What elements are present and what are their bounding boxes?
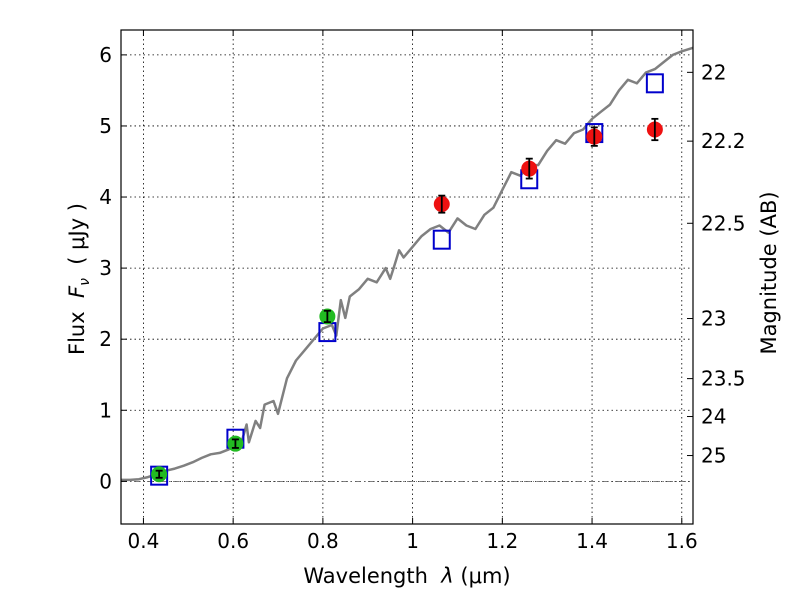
x-axis-title-unit: (μm) (454, 564, 511, 588)
x-axis-title: Wavelength λ (μm) (303, 564, 510, 588)
x-tick-label: 0.6 (217, 529, 249, 553)
y-tick-label: 4 (99, 185, 112, 209)
x-tick-label: 1.2 (486, 529, 518, 553)
plot-frame (120, 29, 694, 525)
x-axis-title-prefix: Wavelength (303, 564, 441, 588)
model-photometry-square (432, 229, 451, 250)
y-axis-title-prefix: Flux (65, 298, 89, 355)
y-axis-title-symbol: F (65, 285, 89, 298)
y-tick-label: 0 (99, 469, 112, 493)
y-tick-label: 3 (99, 256, 112, 280)
magnitude-tick-label: 22.2 (701, 129, 746, 153)
magnitude-axis-title: Magnitude (AB) (757, 191, 781, 354)
x-tick-label: 1 (406, 529, 419, 553)
y-tick-label: 6 (99, 43, 112, 67)
plot-series (121, 46, 693, 486)
x-axis-title-symbol: λ (440, 564, 453, 588)
magnitude-tick-label: 23 (701, 307, 726, 331)
magnitude-tick-label: 24 (701, 405, 726, 429)
y-axis-title: Flux Fν ( μJy ) (65, 203, 93, 355)
y-axis-title-unit: ( μJy ) (65, 203, 89, 278)
x-tick-label: 0.8 (307, 529, 339, 553)
y-tick-label: 1 (99, 398, 112, 422)
magnitude-tick-label: 22.5 (701, 211, 746, 235)
spectrum-line (121, 46, 693, 482)
magnitude-tick-label: 23.5 (701, 367, 746, 391)
y-tick-label: 5 (99, 114, 112, 138)
axis-ticks: 0.4 0.6 0.8 1 1.2 1.4 1.601234562222.222.52323… (99, 30, 746, 553)
x-tick-label: 0.4 (128, 529, 160, 553)
y-tick-label: 2 (99, 327, 112, 351)
model-photometry-square (645, 73, 664, 94)
plot-area (121, 46, 693, 486)
y-axis-title-subscript: ν (77, 278, 93, 286)
x-tick-label: 1.6 (666, 529, 698, 553)
magnitude-tick-label: 25 (701, 444, 726, 468)
x-tick-label: 1.4 (576, 529, 608, 553)
magnitude-tick-label: 22 (701, 60, 726, 84)
